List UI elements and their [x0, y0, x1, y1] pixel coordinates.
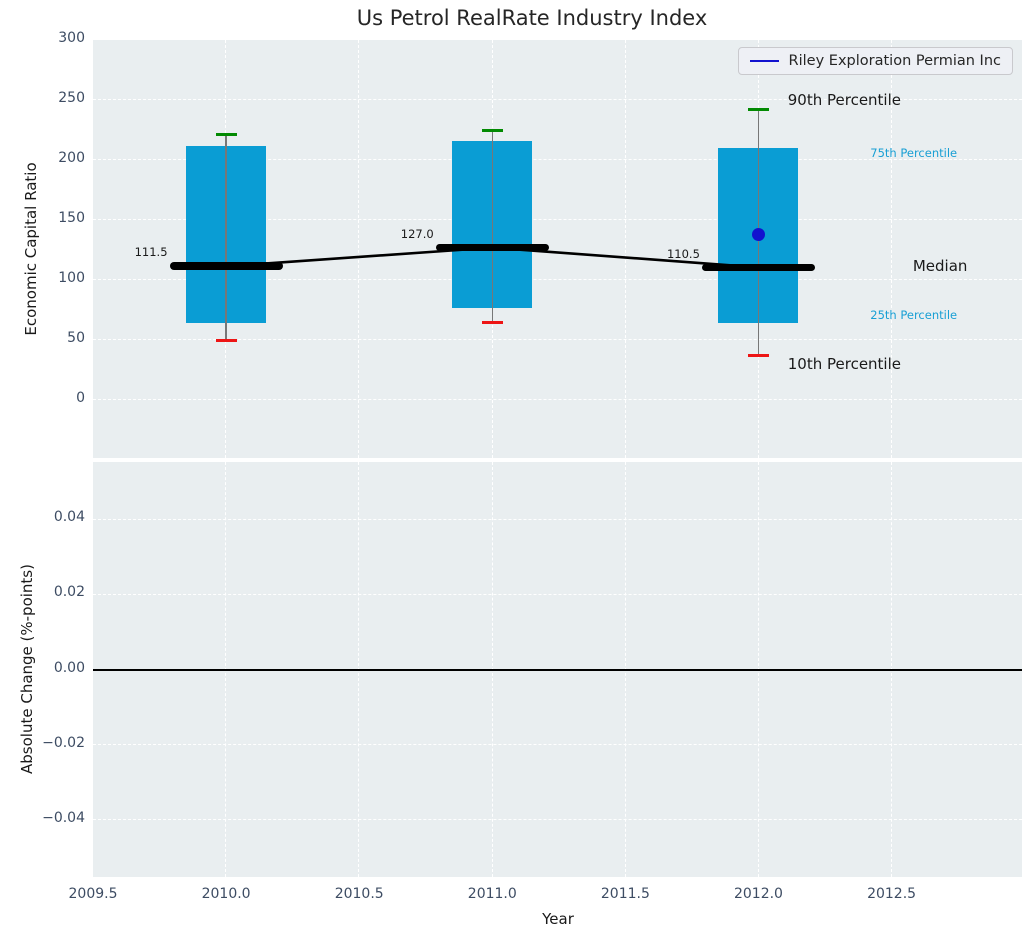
gridline-v: [890, 40, 892, 458]
chart-title: Us Petrol RealRate Industry Index: [356, 6, 708, 30]
p90-cap: [747, 108, 769, 112]
y-tick-label: 0.04: [53, 509, 85, 526]
x-tick-label: 2011.5: [600, 886, 650, 902]
gridline-h: [93, 159, 1022, 161]
legend-line-sample: [749, 60, 779, 62]
p10-cap: [215, 338, 237, 342]
y-tick-label: 300: [58, 30, 85, 46]
median-value-label: 111.5: [134, 245, 168, 260]
x-tick-label: 2012.5: [867, 886, 917, 902]
x-axis-label: Year: [542, 910, 574, 928]
x-tick-label: 2010.0: [201, 886, 251, 902]
x-tick-label: 2010.5: [334, 886, 384, 902]
y-tick-label: 100: [58, 270, 85, 287]
p90-cap: [481, 128, 503, 132]
p90-cap: [215, 133, 237, 137]
whisker-line: [225, 134, 227, 341]
median-value-label: 110.5: [666, 246, 700, 261]
y-tick-label: 0.02: [53, 584, 85, 601]
percentile-annotation: 75th Percentile: [870, 145, 958, 160]
y-tick-label: 50: [67, 330, 85, 347]
x-tick-label: 2012.0: [733, 886, 783, 902]
gridline-h: [93, 518, 1022, 520]
gridline-h: [93, 99, 1022, 101]
gridline-h: [93, 399, 1022, 401]
gridline-v: [92, 462, 94, 877]
percentile-annotation: 10th Percentile: [787, 355, 901, 374]
upper-y-axis-label: Economic Capital Ratio: [22, 162, 40, 336]
gridline-h: [93, 279, 1022, 281]
gridline-v: [358, 40, 360, 458]
legend-label: Riley Exploration Permian Inc: [788, 53, 1001, 69]
company-point: [751, 227, 765, 241]
gridline-h: [93, 219, 1022, 221]
gridline-v: [92, 40, 94, 458]
y-tick-label: 250: [58, 90, 85, 106]
gridline-h: [93, 39, 1022, 41]
y-tick-label: −0.04: [42, 809, 85, 826]
y-tick-label: 150: [58, 210, 85, 227]
y-tick-label: −0.02: [42, 734, 85, 751]
median-segment: [435, 243, 549, 252]
percentile-annotation: Median: [912, 257, 968, 276]
upper-axes: 111.5 127.0 110.5 90th Percentile 75th Perce…: [92, 39, 1022, 458]
gridline-v: [624, 40, 626, 458]
y-tick-label: 0: [76, 390, 85, 407]
p10-cap: [481, 320, 503, 324]
x-tick-label: 2009.5: [68, 886, 118, 902]
p10-cap: [747, 353, 769, 357]
zero-line: [93, 668, 1022, 671]
gridline-h: [93, 818, 1022, 820]
lower-axes: [92, 462, 1022, 877]
gridline-h: [93, 593, 1022, 595]
legend: Riley Exploration Permian Inc: [737, 47, 1013, 75]
gridline-h: [93, 743, 1022, 745]
median-segment: [169, 262, 283, 270]
percentile-annotation: 25th Percentile: [870, 307, 958, 322]
y-tick-label: 200: [58, 150, 85, 166]
percentile-annotation: 90th Percentile: [787, 91, 901, 109]
x-tick-label: 2011.0: [467, 886, 517, 902]
y-tick-label: 0.00: [53, 659, 85, 676]
median-segment: [701, 263, 815, 272]
median-value-label: 127.0: [400, 226, 434, 241]
whisker-line: [491, 130, 493, 323]
gridline-h: [93, 339, 1022, 341]
